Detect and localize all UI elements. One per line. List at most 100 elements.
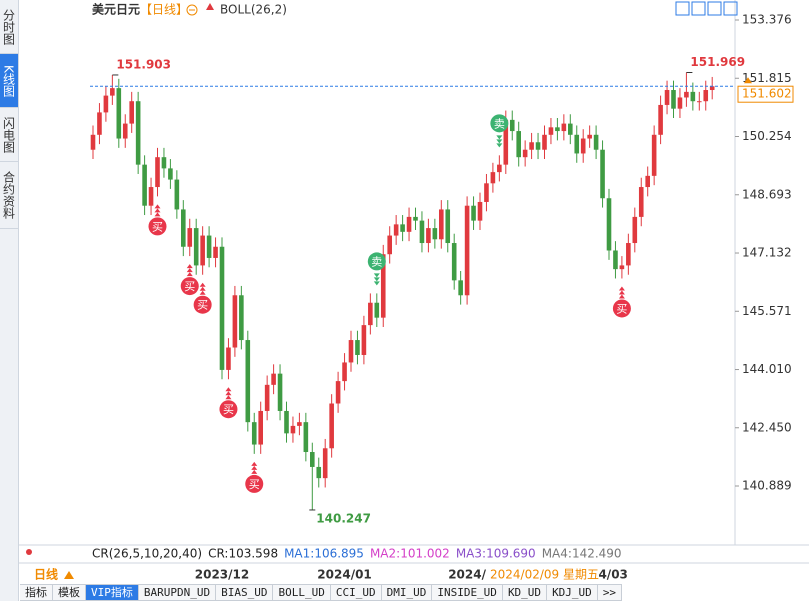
- x-tick-label: 2023/12: [195, 568, 249, 582]
- candle-body: [374, 302, 380, 318]
- y-tick-label: 153.376: [742, 12, 792, 26]
- indicator-value: MA1:106.895: [284, 547, 364, 561]
- candle-body: [161, 157, 167, 169]
- candle-body: [393, 224, 399, 236]
- candle-body: [226, 347, 231, 370]
- sell-signal-label: 卖: [371, 255, 382, 268]
- candle-body: [619, 265, 625, 270]
- sell-signal: [367, 252, 386, 271]
- candle-body: [645, 175, 650, 188]
- indicator-tab[interactable]: BOLL_UD: [273, 584, 331, 601]
- signal-arrow: [186, 264, 193, 269]
- last-price-box: [737, 85, 794, 103]
- high-label: 151.903: [116, 57, 171, 71]
- candle-body: [413, 216, 418, 221]
- indicator-value: CR(26,5,10,20,40): [92, 547, 202, 561]
- signal-arrow: [199, 282, 206, 287]
- x-tick-label: 24/03: [590, 568, 628, 582]
- candle-body: [593, 134, 599, 150]
- sidebar-tab[interactable]: K线图: [0, 54, 18, 108]
- candle-body: [529, 142, 534, 150]
- candle-body: [574, 134, 580, 154]
- signal-arrow: [618, 294, 625, 299]
- x-tick-label: 2024/: [448, 568, 486, 582]
- candle-body: [206, 235, 212, 258]
- indicator-tab[interactable]: 模板: [53, 584, 86, 601]
- indicator-tab[interactable]: INSIDE_UD: [432, 584, 503, 601]
- indicator-tab[interactable]: VIP指标: [86, 584, 139, 601]
- candle-body: [632, 216, 638, 244]
- y-tick-label: 142.450: [742, 420, 792, 434]
- candle-body: [200, 235, 205, 266]
- candle-body: [458, 280, 463, 296]
- candle-body: [471, 205, 476, 221]
- period-label[interactable]: 【日线】: [140, 3, 188, 17]
- buy-signal: [219, 400, 238, 419]
- y-tick-label: 148.693: [742, 187, 792, 201]
- indicator-tab[interactable]: KDJ_UD: [547, 584, 598, 601]
- candle-body: [419, 220, 425, 244]
- candle-body: [406, 216, 412, 232]
- timeframe-arrow[interactable]: [64, 571, 74, 579]
- buy-signal: [148, 217, 167, 236]
- candle-body: [490, 172, 496, 184]
- indicator-tab[interactable]: KD_UD: [502, 584, 548, 601]
- sidebar: 分时图 K线图 闪电图 合约资料: [0, 0, 19, 601]
- candle-body: [290, 425, 296, 434]
- indicator-tab[interactable]: DMI_UD: [381, 584, 433, 601]
- buy-signal-label: 买: [152, 220, 163, 233]
- indicator-tab[interactable]: BARUPDN_UD: [138, 584, 217, 601]
- candle-body: [348, 340, 354, 363]
- timeframe[interactable]: 日线: [34, 567, 58, 582]
- candle-body: [277, 373, 283, 411]
- candle-body: [310, 452, 315, 467]
- signal-arrow: [199, 290, 206, 295]
- buy-signal: [245, 474, 264, 493]
- signal-arrow: [186, 272, 193, 277]
- candle-body: [232, 295, 238, 348]
- indicator-tab[interactable]: >>: [597, 584, 623, 601]
- candle-body: [174, 179, 180, 210]
- candle-body: [484, 183, 489, 202]
- y-tick-label: 140.889: [742, 479, 792, 493]
- y-tick-label: 147.132: [742, 246, 792, 260]
- buy-signal: [193, 295, 212, 314]
- candle-body: [264, 384, 270, 411]
- candle-body: [606, 198, 612, 251]
- candle-body: [535, 142, 541, 150]
- zoom-icon[interactable]: [186, 4, 198, 16]
- indicator-label[interactable]: BOLL(26,2): [220, 3, 287, 17]
- candle-body: [284, 410, 289, 434]
- candle-body: [187, 228, 193, 247]
- settings-icon[interactable]: [26, 549, 32, 555]
- signal-arrow: [496, 139, 503, 144]
- indicator-value: CR:103.598: [208, 547, 278, 561]
- candle-body: [193, 228, 199, 266]
- candle-body: [613, 250, 618, 270]
- buy-signal-label: 买: [197, 299, 208, 312]
- sidebar-tab[interactable]: 合约资料: [0, 162, 18, 229]
- candle-body: [677, 97, 683, 109]
- candle-body: [213, 246, 218, 258]
- indicator-icon[interactable]: [206, 3, 214, 10]
- candle-body: [509, 119, 515, 132]
- signal-arrow: [186, 268, 193, 273]
- signal-arrow: [225, 387, 232, 392]
- indicator-tab[interactable]: 指标: [20, 584, 53, 601]
- candle-body: [271, 373, 276, 385]
- candle-body: [335, 381, 341, 404]
- candle-body: [148, 187, 154, 206]
- candle-body: [503, 119, 509, 165]
- candle-body: [690, 91, 696, 102]
- sidebar-tab[interactable]: 分时图: [0, 0, 18, 54]
- sidebar-tab[interactable]: 闪电图: [0, 108, 18, 162]
- candle-body: [548, 127, 554, 135]
- signal-arrow: [154, 208, 161, 213]
- candle-body: [116, 88, 122, 139]
- indicator-tab[interactable]: BIAS_UD: [216, 584, 274, 601]
- toolbar[interactable]: [675, 1, 738, 16]
- candle-body: [361, 325, 367, 355]
- candle-body: [110, 88, 115, 96]
- indicator-tab[interactable]: CCI_UD: [330, 584, 382, 601]
